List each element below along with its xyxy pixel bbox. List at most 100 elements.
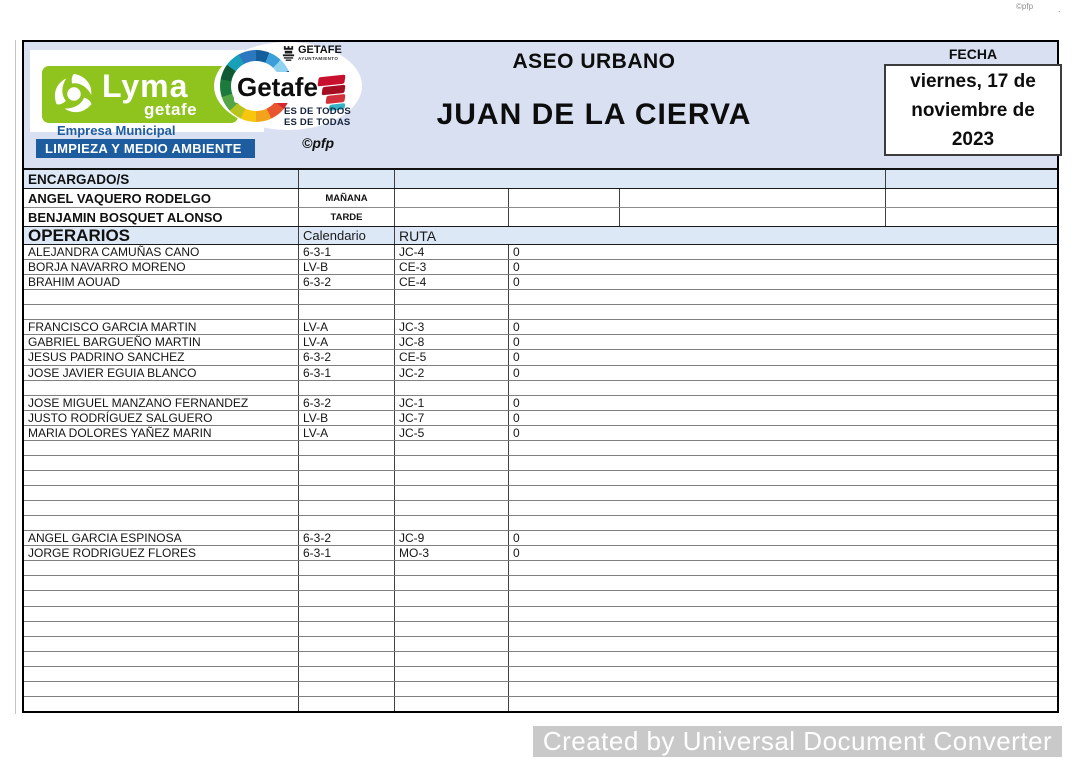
cell-value: 0 (513, 531, 520, 546)
cell-ruta: JC-1 (395, 395, 509, 410)
cell-calendario: LV-A (299, 335, 395, 350)
operarios-header-row: OPERARIOS Calendario RUTA (24, 227, 1057, 245)
cell-value (509, 501, 1057, 515)
cell-value: 0 (513, 350, 520, 365)
cell-value (509, 697, 1057, 711)
empty-cell (620, 208, 886, 226)
cell-name: JUSTO RODRÍGUEZ SALGUERO (24, 410, 299, 425)
cell-name: JOSE JAVIER EGUIA BLANCO (24, 365, 299, 380)
cell-ruta (395, 561, 509, 576)
cell-ruta (395, 440, 509, 455)
table-row (24, 561, 1057, 577)
table-row (24, 290, 1057, 306)
page-copyright: ©pfp (1016, 2, 1034, 11)
cell-ruta (395, 606, 509, 621)
cell-ruta: JC-2 (395, 365, 509, 380)
cell-value (509, 607, 1057, 621)
cell-ruta: MO-3 (395, 546, 509, 561)
empresa-municipal-label: Empresa Municipal (57, 123, 176, 138)
cell-name (24, 380, 299, 395)
table-row (24, 636, 1057, 652)
cell-ruta (395, 516, 509, 531)
table-row (24, 470, 1057, 486)
cell-name (24, 576, 299, 591)
table-row: JESUS PADRINO SANCHEZ 6-3-2 CE-5 0 (24, 350, 1057, 366)
cell-name (24, 501, 299, 516)
table-row: JOSE JAVIER EGUIA BLANCO 6-3-1 JC-2 0 (24, 365, 1057, 381)
cell-value (509, 486, 1057, 500)
shift-label-manana: MAÑANA (299, 189, 395, 207)
cell-value: 0 (513, 410, 520, 425)
page-edge-line (15, 40, 16, 714)
table-row (24, 666, 1057, 682)
cell-ruta (395, 591, 509, 606)
cell-value (509, 622, 1057, 636)
empty-cell (620, 189, 886, 207)
cell-ruta: JC-4 (395, 245, 509, 260)
cell-name (24, 440, 299, 455)
cell-ruta: JC-9 (395, 531, 509, 546)
cell-calendario (299, 576, 395, 591)
table-row: ANGEL GARCIA ESPINOSA 6-3-2 JC-9 0 (24, 531, 1057, 547)
cell-calendario: 6-3-2 (299, 350, 395, 365)
cell-name: JESUS PADRINO SANCHEZ (24, 350, 299, 365)
cell-ruta: CE-5 (395, 350, 509, 365)
cell-name: GABRIEL BARGUEÑO MARTIN (24, 335, 299, 350)
cell-calendario (299, 591, 395, 606)
empty-cell (509, 189, 620, 207)
fecha-box: viernes, 17 de noviembre de 2023 (884, 64, 1062, 156)
table-row (24, 380, 1057, 396)
cell-value (509, 576, 1057, 590)
cell-calendario: 6-3-2 (299, 395, 395, 410)
calendario-column-header: Calendario (299, 227, 395, 244)
cell-calendario: 6-3-1 (299, 365, 395, 380)
cell-value (509, 516, 1057, 530)
cell-name (24, 290, 299, 305)
cell-ruta (395, 696, 509, 711)
cell-name (24, 591, 299, 606)
cell-calendario: 6-3-2 (299, 275, 395, 290)
cell-calendario: 6-3-1 (299, 245, 395, 260)
cell-ruta (395, 305, 509, 320)
cell-ruta (395, 501, 509, 516)
schedule-sheet: Lyma getafe Empresa Municipal LIMPIEZA Y… (22, 40, 1062, 713)
cell-value (509, 637, 1057, 651)
cell-calendario (299, 455, 395, 470)
cell-ruta (395, 470, 509, 485)
shift-label-tarde: TARDE (299, 208, 395, 226)
cell-name: ANGEL GARCIA ESPINOSA (24, 531, 299, 546)
table-row (24, 696, 1057, 711)
cell-ruta (395, 636, 509, 651)
cell-calendario (299, 696, 395, 711)
brand-band: Lyma getafe Empresa Municipal LIMPIEZA Y… (24, 42, 1062, 170)
empty-cell (886, 189, 1057, 207)
table-row (24, 606, 1057, 622)
cell-calendario (299, 666, 395, 681)
slogan-line-2: ES DE TODAS (284, 117, 351, 129)
cell-value (509, 591, 1057, 605)
table-row (24, 501, 1057, 517)
table-row (24, 516, 1057, 532)
cell-value: 0 (513, 335, 520, 350)
encargados-section-label: ENCARGADO/S (24, 170, 299, 188)
getafe-slogan: ES DE TODOS ES DE TODAS (284, 106, 351, 129)
cell-name: BRAHIM AOUAD (24, 275, 299, 290)
empty-cell (395, 170, 886, 188)
watermark: Created by Universal Document Converter (533, 726, 1062, 757)
table-row (24, 681, 1057, 697)
encargados-header-row: ENCARGADO/S (24, 170, 1057, 189)
cell-calendario: 6-3-1 (299, 546, 395, 561)
cell-value (509, 381, 1057, 395)
fecha-label: FECHA (948, 46, 998, 62)
cell-calendario (299, 380, 395, 395)
cell-value (509, 561, 1057, 575)
table-row (24, 621, 1057, 637)
cell-value (509, 667, 1057, 681)
table-row (24, 651, 1057, 667)
cell-calendario (299, 651, 395, 666)
operarios-table-body: ALEJANDRA CAMUÑAS CANO 6-3-1 JC-4 0 BORJ… (24, 245, 1057, 711)
cell-value (509, 441, 1057, 455)
table-row (24, 440, 1057, 456)
cell-ruta: CE-3 (395, 260, 509, 275)
